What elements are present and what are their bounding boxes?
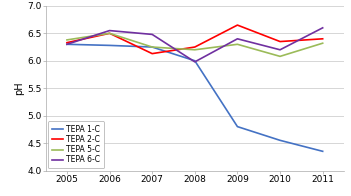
TEPA 2-C (150, 53, 154, 55)
TEPA 1-C (235, 125, 239, 128)
Line: TEPA 5-C: TEPA 5-C (67, 33, 323, 56)
TEPA 2-C (107, 32, 112, 34)
TEPA 5-C (235, 43, 239, 45)
TEPA 5-C (150, 46, 154, 48)
TEPA 2-C (193, 46, 197, 48)
TEPA 1-C (150, 46, 154, 48)
TEPA 5-C (278, 55, 282, 58)
TEPA 5-C (320, 42, 325, 44)
TEPA 6-C (235, 38, 239, 40)
TEPA 6-C (65, 43, 69, 45)
TEPA 2-C (235, 24, 239, 26)
TEPA 5-C (193, 49, 197, 51)
TEPA 6-C (150, 33, 154, 36)
TEPA 6-C (278, 49, 282, 51)
Line: TEPA 1-C: TEPA 1-C (67, 44, 323, 151)
TEPA 1-C (278, 139, 282, 142)
TEPA 5-C (107, 32, 112, 34)
Y-axis label: pH: pH (14, 81, 24, 95)
TEPA 5-C (65, 39, 69, 41)
Line: TEPA 2-C: TEPA 2-C (67, 25, 323, 54)
Legend: TEPA 1-C, TEPA 2-C, TEPA 5-C, TEPA 6-C: TEPA 1-C, TEPA 2-C, TEPA 5-C, TEPA 6-C (48, 121, 104, 168)
TEPA 6-C (107, 29, 112, 32)
Line: TEPA 6-C: TEPA 6-C (67, 28, 323, 62)
TEPA 1-C (193, 60, 197, 62)
TEPA 2-C (65, 42, 69, 44)
TEPA 1-C (107, 44, 112, 47)
TEPA 6-C (320, 27, 325, 29)
TEPA 1-C (65, 43, 69, 45)
TEPA 1-C (320, 150, 325, 152)
TEPA 2-C (278, 40, 282, 43)
TEPA 2-C (320, 38, 325, 40)
TEPA 6-C (193, 61, 197, 63)
